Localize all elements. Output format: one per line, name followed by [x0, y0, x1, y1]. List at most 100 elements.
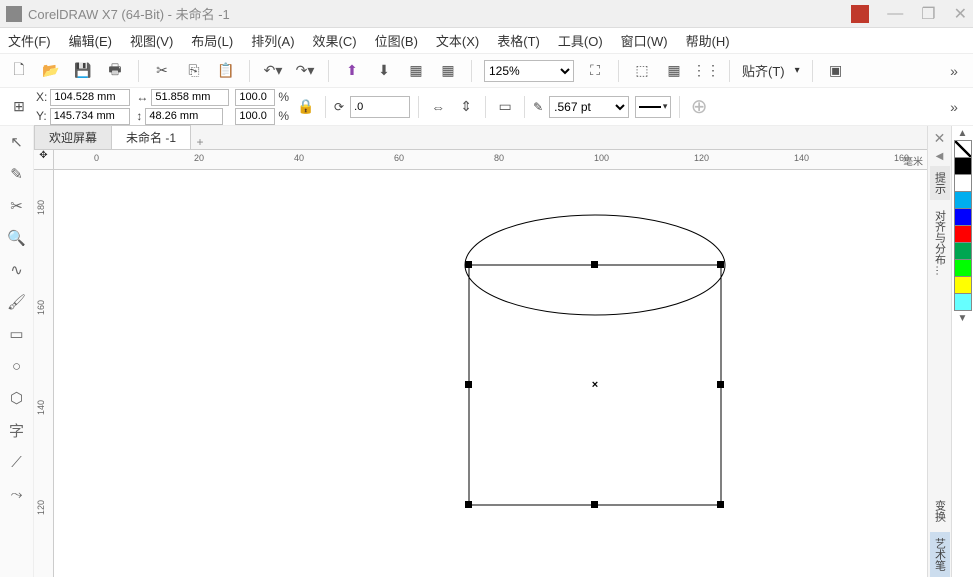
selection-handle[interactable] — [591, 501, 598, 508]
new-icon[interactable]: 🗋 — [8, 60, 30, 82]
paste-icon[interactable]: 📋 — [215, 60, 237, 82]
minimize-button[interactable]: — — [887, 5, 903, 23]
color-swatch[interactable] — [954, 174, 972, 192]
redo-icon[interactable]: ↷▾ — [294, 60, 316, 82]
selection-handle[interactable] — [717, 501, 724, 508]
ruler-icon[interactable]: ⬚ — [631, 60, 653, 82]
connector-tool-icon[interactable]: ⤳ — [7, 484, 27, 504]
ruler-corner-icon[interactable]: ✥ — [34, 150, 54, 170]
color-swatch[interactable] — [954, 191, 972, 209]
rectangle-tool-icon[interactable]: ▭ — [7, 324, 27, 344]
selection-handle[interactable] — [717, 261, 724, 268]
height-input[interactable] — [145, 108, 223, 125]
menu-edit[interactable]: 编辑(E) — [69, 31, 112, 50]
mirror-h-icon[interactable]: ⇔ — [427, 96, 449, 118]
options-icon[interactable]: ▣ — [825, 60, 847, 82]
save-icon[interactable]: 💾 — [72, 60, 94, 82]
guides-icon[interactable]: ⋮⋮ — [695, 60, 717, 82]
user-avatar-icon[interactable] — [851, 5, 869, 23]
print-icon[interactable]: 🖶 — [104, 60, 126, 82]
tab-document[interactable]: 未命名 -1 — [111, 125, 191, 149]
selection-handle[interactable] — [465, 501, 472, 508]
scale-x-input[interactable] — [235, 89, 275, 106]
text-tool-icon[interactable]: 字 — [7, 420, 27, 440]
menu-table[interactable]: 表格(T) — [497, 31, 540, 50]
fullscreen-icon[interactable]: ⛶ — [584, 60, 606, 82]
color-swatch[interactable] — [954, 242, 972, 260]
mirror-v-icon[interactable]: ⇕ — [455, 96, 477, 118]
menu-bitmap[interactable]: 位图(B) — [375, 31, 418, 50]
object-origin-icon[interactable]: ⊞ — [8, 96, 30, 118]
color-swatch[interactable] — [954, 208, 972, 226]
color-swatch[interactable] — [954, 276, 972, 294]
line-style-select[interactable]: ▾ — [635, 96, 671, 118]
docker-hints[interactable]: 提示 — [930, 166, 950, 200]
publish-icon[interactable]: ▦ — [405, 60, 427, 82]
export-icon[interactable]: ⬇ — [373, 60, 395, 82]
docker-expand-icon[interactable]: ◀ — [936, 151, 944, 162]
rotation-input[interactable] — [350, 96, 410, 118]
undo-icon[interactable]: ↶▾ — [262, 60, 284, 82]
selection-handle[interactable] — [591, 261, 598, 268]
tab-welcome[interactable]: 欢迎屏幕 — [34, 125, 112, 149]
menu-view[interactable]: 视图(V) — [130, 31, 173, 50]
artistic-tool-icon[interactable]: 🖌 — [7, 292, 27, 312]
menu-arrange[interactable]: 排列(A) — [251, 31, 294, 50]
docker-artpen[interactable]: 艺术笔 — [930, 532, 950, 577]
menu-effects[interactable]: 效果(C) — [313, 31, 357, 50]
crop-tool-icon[interactable]: ✂ — [7, 196, 27, 216]
open-icon[interactable]: 📂 — [40, 60, 62, 82]
snap-label[interactable]: 贴齐(T) — [742, 61, 785, 80]
horizontal-ruler[interactable]: 毫米 020406080100120140160 — [54, 150, 927, 170]
palette-down-icon[interactable]: ▼ — [956, 311, 970, 326]
palette-up-icon[interactable]: ▲ — [956, 126, 970, 141]
vertical-ruler[interactable]: 180160140120 — [34, 170, 54, 577]
menu-layout[interactable]: 布局(L) — [191, 31, 233, 50]
grid-icon[interactable]: ▦ — [663, 60, 685, 82]
pick-tool-icon[interactable]: ↖ — [7, 132, 27, 152]
ellipse-tool-icon[interactable]: ○ — [7, 356, 27, 376]
copy-icon[interactable]: ⎘ — [183, 60, 205, 82]
docker-transform[interactable]: 变换 — [930, 494, 950, 528]
menu-tools[interactable]: 工具(O) — [558, 31, 603, 50]
color-swatch[interactable] — [954, 293, 972, 311]
selection-center-icon[interactable]: × — [592, 379, 598, 391]
y-input[interactable] — [50, 108, 130, 125]
color-swatch[interactable] — [954, 225, 972, 243]
freehand-tool-icon[interactable]: ∿ — [7, 260, 27, 280]
tab-add[interactable]: + — [190, 135, 210, 149]
menu-file[interactable]: 文件(F) — [8, 31, 51, 50]
menu-bar: 文件(F) 编辑(E) 视图(V) 布局(L) 排列(A) 效果(C) 位图(B… — [0, 28, 973, 54]
selection-handle[interactable] — [465, 261, 472, 268]
overflow-icon-2[interactable]: » — [943, 96, 965, 118]
width-input[interactable] — [151, 89, 229, 106]
to-front-icon[interactable]: ⊕ — [688, 96, 710, 118]
polygon-tool-icon[interactable]: ⬡ — [7, 388, 27, 408]
cut-icon[interactable]: ✂ — [151, 60, 173, 82]
zoom-tool-icon[interactable]: 🔍 — [7, 228, 27, 248]
swatch-none[interactable] — [954, 140, 972, 158]
lock-ratio-icon[interactable]: 🔒 — [295, 96, 317, 118]
scale-y-input[interactable] — [235, 108, 275, 125]
drawing-canvas[interactable]: × — [54, 170, 927, 577]
overflow-icon[interactable]: » — [943, 60, 965, 82]
color-swatch[interactable] — [954, 157, 972, 175]
menu-help[interactable]: 帮助(H) — [686, 31, 730, 50]
selection-handle[interactable] — [717, 381, 724, 388]
menu-text[interactable]: 文本(X) — [436, 31, 479, 50]
import-icon[interactable]: ⬆ — [341, 60, 363, 82]
outline-width-select[interactable]: .567 pt — [549, 96, 629, 118]
docker-align[interactable]: 对齐与分布… — [930, 204, 950, 282]
shape-tool-icon[interactable]: ✎ — [7, 164, 27, 184]
x-input[interactable] — [50, 89, 130, 106]
zoom-select[interactable]: 125% — [484, 60, 574, 82]
docker-close-icon[interactable]: ✕ — [934, 130, 946, 147]
launch-icon[interactable]: ▦ — [437, 60, 459, 82]
color-swatch[interactable] — [954, 259, 972, 277]
close-button[interactable]: ✕ — [954, 4, 967, 24]
menu-window[interactable]: 窗口(W) — [621, 31, 668, 50]
dimension-tool-icon[interactable]: ⟋ — [7, 452, 27, 472]
maximize-button[interactable]: ❐ — [921, 4, 935, 24]
selection-handle[interactable] — [465, 381, 472, 388]
wrap-icon[interactable]: ▭ — [494, 96, 516, 118]
